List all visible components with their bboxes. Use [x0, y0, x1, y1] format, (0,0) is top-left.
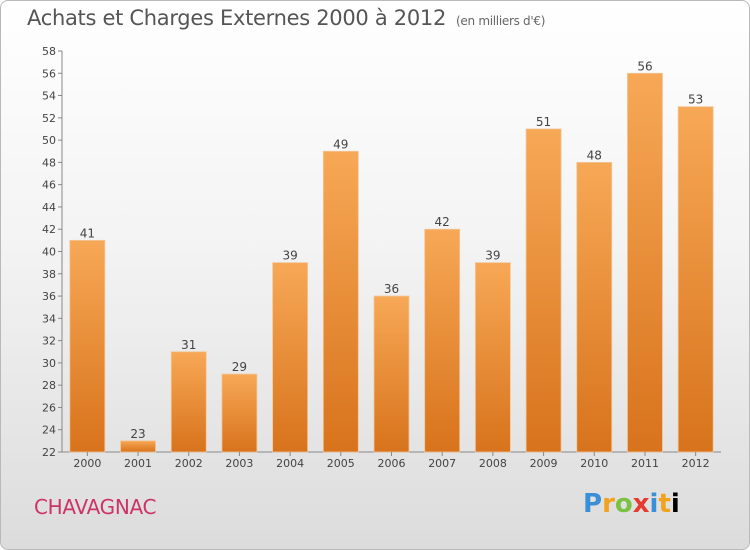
chart-unit-label: (en milliers d'€) [456, 14, 546, 28]
town-name: CHAVAGNAC [34, 495, 157, 519]
y-tick-label: 52 [42, 112, 56, 125]
y-tick-label: 30 [42, 357, 56, 370]
y-tick-label: 44 [42, 201, 56, 214]
y-tick-label: 54 [42, 90, 56, 103]
bar [120, 440, 156, 453]
bar-value-label: 36 [384, 282, 399, 296]
bar-value-label: 56 [637, 59, 652, 73]
bar [272, 262, 309, 453]
y-tick-label: 56 [42, 67, 56, 80]
x-tick-label: 2002 [175, 457, 203, 470]
bar [221, 373, 258, 453]
bar-value-label: 29 [232, 360, 247, 374]
y-tick-label: 34 [42, 312, 56, 325]
bar [424, 228, 461, 453]
y-tick-label: 42 [42, 223, 56, 236]
bar [170, 351, 207, 453]
x-tick-label: 2004 [276, 457, 304, 470]
x-tick-label: 2007 [428, 457, 456, 470]
y-tick-label: 40 [42, 246, 56, 259]
bar [525, 128, 562, 453]
y-tick-label: 32 [42, 335, 56, 348]
proxiti-logo: Proxiti [583, 489, 680, 519]
y-tick-label: 26 [42, 401, 56, 414]
bar [474, 262, 511, 453]
y-tick-label: 58 [42, 45, 56, 58]
x-tick-label: 2011 [631, 457, 659, 470]
y-tick-label: 22 [42, 446, 56, 459]
x-tick-label: 2009 [530, 457, 558, 470]
bar [373, 295, 410, 453]
x-tick-label: 2000 [73, 457, 101, 470]
x-tick-label: 2006 [378, 457, 406, 470]
bar-value-label: 41 [80, 226, 95, 240]
bar [576, 161, 613, 453]
x-tick-label: 2001 [124, 457, 152, 470]
y-tick-label: 38 [42, 268, 56, 281]
y-tick-label: 28 [42, 379, 56, 392]
x-tick-label: 2003 [225, 457, 253, 470]
x-tick-label: 2008 [479, 457, 507, 470]
chart-title-text: Achats et Charges Externes 2000 à 2012 [27, 6, 447, 30]
y-tick-label: 50 [42, 134, 56, 147]
bar-value-label: 42 [435, 215, 450, 229]
x-tick-label: 2005 [327, 457, 355, 470]
x-tick-label: 2010 [580, 457, 608, 470]
bar-value-label: 53 [688, 93, 703, 107]
y-tick-label: 46 [42, 179, 56, 192]
bar-value-label: 31 [181, 338, 196, 352]
chart-title: Achats et Charges Externes 2000 à 2012 (e… [27, 6, 545, 30]
bar [677, 106, 714, 453]
bar-value-label: 48 [587, 148, 602, 162]
bar-value-label: 23 [130, 427, 145, 441]
bar-value-label: 39 [485, 249, 500, 263]
bar-value-label: 51 [536, 115, 551, 129]
bar [627, 72, 663, 453]
bar [322, 150, 359, 453]
y-tick-label: 24 [42, 424, 56, 437]
y-tick-label: 48 [42, 156, 56, 169]
y-tick-label: 36 [42, 290, 56, 303]
x-tick-label: 2012 [682, 457, 710, 470]
bar-value-label: 39 [282, 249, 297, 263]
bar [69, 239, 106, 453]
bar-value-label: 49 [333, 137, 348, 151]
